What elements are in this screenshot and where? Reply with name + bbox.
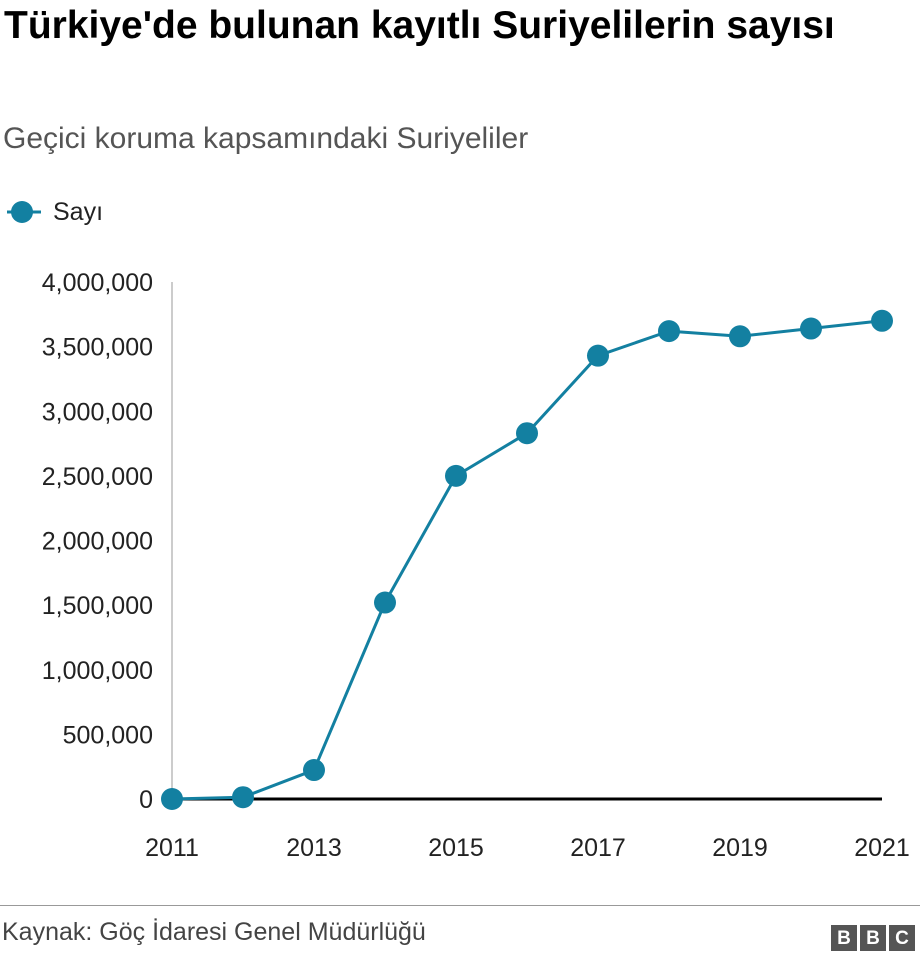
legend-label: Sayı [53, 198, 104, 226]
y-tick-label: 2,000,000 [42, 528, 153, 556]
y-tick-label: 4,000,000 [42, 269, 153, 297]
logo-letter: B [831, 925, 857, 951]
data-point [161, 788, 183, 810]
chart-subtitle: Geçici koruma kapsamındaki Suriyeliler [3, 122, 529, 155]
y-tick-label: 500,000 [63, 721, 153, 749]
line-chart: 0 500,000 1,000,000 1,500,000 2,000,000 2,500… [42, 269, 910, 862]
data-point [871, 309, 893, 332]
data-point [800, 317, 822, 340]
legend-marker-icon [7, 201, 41, 223]
x-tick-label: 2017 [570, 834, 626, 862]
y-tick-label: 2,500,000 [42, 463, 153, 491]
y-tick-label: 3,000,000 [42, 398, 153, 426]
x-tick-label: 2013 [286, 834, 342, 862]
data-point [303, 759, 325, 782]
data-point [516, 422, 538, 445]
data-point [232, 786, 254, 809]
bbc-logo: B B C [831, 925, 915, 951]
y-tick-label: 3,500,000 [42, 334, 153, 362]
y-tick-label: 0 [139, 786, 153, 814]
chart-title: Türkiye'de bulunan kayıtlı Suriyelilerin… [4, 4, 835, 47]
x-tick-label: 2015 [428, 834, 484, 862]
series-line [171, 319, 883, 801]
data-point [729, 325, 751, 348]
data-point [587, 344, 609, 367]
data-point [374, 591, 396, 614]
x-tick-label: 2011 [145, 834, 199, 862]
logo-letter: B [860, 925, 886, 951]
footer-divider [0, 905, 920, 906]
y-tick-label: 1,500,000 [42, 592, 153, 620]
x-tick-label: 2021 [854, 834, 910, 862]
source-note: Kaynak: Göç İdaresi Genel Müdürlüğü [2, 918, 426, 946]
x-tick-label: 2019 [712, 834, 768, 862]
data-point [445, 464, 467, 487]
data-point [658, 320, 680, 343]
logo-letter: C [889, 925, 915, 951]
y-tick-label: 1,000,000 [42, 657, 153, 685]
